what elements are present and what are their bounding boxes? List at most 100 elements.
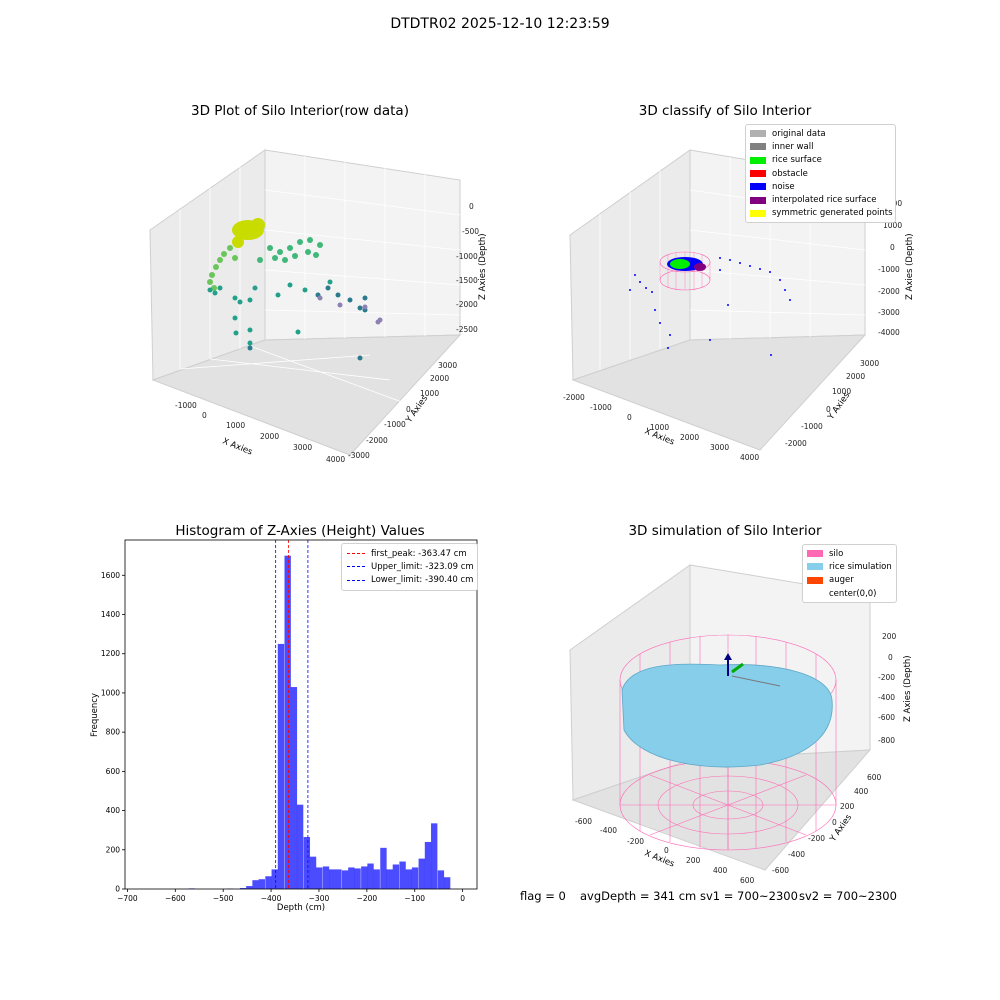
- histogram-y-tick-label: 1000: [101, 688, 120, 697]
- classify-legend: original data inner wall rice surface ob…: [745, 124, 896, 224]
- simulation-x-tick: -600: [575, 817, 592, 826]
- raw-z-tick: -2500: [456, 325, 478, 334]
- raw-y-tick: 0: [406, 405, 411, 414]
- histogram-bar: [399, 861, 406, 889]
- histogram-y-tick-label: 1400: [101, 610, 120, 619]
- histogram-title: Histogram of Z-Axies (Height) Values: [175, 523, 425, 539]
- classify-x-tick: 2000: [680, 433, 699, 442]
- raw-x-tick: 4000: [326, 455, 345, 464]
- legend-line-swatch: [347, 579, 365, 581]
- legend-swatch: [750, 143, 766, 151]
- classify-point-cloud: [629, 251, 791, 356]
- simulation-x-tick: 200: [686, 856, 701, 865]
- histogram-bar: [380, 847, 387, 889]
- raw-3d-plot: -1000 0 1000 2000 3000 4000 -3000 -2000 …: [149, 149, 488, 464]
- histogram-x-tick-label: −400: [261, 894, 282, 903]
- simulation-x-ticks: -600 -400 -200 0 200 400 600: [575, 817, 755, 885]
- histogram-bar: [329, 869, 336, 889]
- raw-y-tick: -3000: [348, 451, 370, 460]
- simulation-z-tick: 200: [882, 632, 897, 641]
- raw-y-tick: 2000: [430, 374, 449, 383]
- histogram-bar: [354, 868, 361, 889]
- simulation-y-tick: 200: [840, 802, 855, 811]
- simulation-z-tick: -600: [878, 713, 895, 722]
- raw-x-tick: -1000: [175, 401, 197, 410]
- simulation-y-ticks: -600 -400 -200 0 200 400 600: [772, 773, 882, 875]
- histogram-bar: [290, 687, 298, 889]
- classify-z-axis-label: Z Axies (Depth): [905, 233, 915, 300]
- raw-y-ticks: -3000 -2000 -1000 0 1000 2000 3000: [348, 361, 457, 460]
- histogram-y-tick-label: 400: [106, 806, 121, 815]
- legend-swatch: [750, 130, 766, 138]
- simulation-z-ticks: 200 0 -200 -400 -600 -800: [878, 632, 897, 745]
- legend-item-first-peak: first_peak: -363.47 cm: [347, 547, 472, 560]
- histogram-y-tick-label: 0: [115, 885, 120, 894]
- histogram-bar: [392, 864, 400, 889]
- histogram-bar: [258, 879, 265, 889]
- simulation-z-tick: -200: [878, 673, 895, 682]
- histogram-bar: [431, 823, 438, 889]
- histogram-bar: [277, 643, 285, 889]
- classify-y-tick: 2000: [846, 372, 865, 381]
- legend-item-upper-limit: Upper_limit: -323.09 cm: [347, 560, 474, 573]
- classify-z-tick: -2000: [878, 287, 900, 296]
- legend-swatch: [807, 576, 823, 584]
- histogram-y-tick-label: 800: [106, 728, 121, 737]
- classify-z-tick: 1000: [883, 221, 902, 230]
- histogram-x-tick-label: −200: [357, 894, 378, 903]
- classify-z-tick: -3000: [878, 308, 900, 317]
- legend-line-swatch: [347, 553, 365, 555]
- legend-swatch: [750, 156, 766, 164]
- histogram-bar: [424, 841, 432, 889]
- simulation-z-tick: 0: [888, 653, 893, 662]
- histogram-frame: [124, 539, 478, 890]
- raw-z-tick: 0: [469, 202, 474, 211]
- histogram-x-tick-label: −100: [404, 894, 425, 903]
- legend-item-symmetric-points: symmetric generated points: [750, 207, 893, 220]
- simulation-x-tick: 0: [664, 846, 669, 855]
- figure-title: DTDTR02 2025-12-10 12:23:59: [390, 16, 610, 32]
- legend-item-inner-wall: inner wall: [750, 140, 891, 153]
- histogram-bar: [271, 869, 278, 889]
- histogram-x-axis-label: Depth (cm): [277, 903, 325, 913]
- raw-z-tick: -1000: [456, 252, 478, 261]
- raw-x-tick: 1000: [226, 421, 245, 430]
- legend-swatch: [750, 170, 766, 178]
- rice-simulation-surface: [621, 663, 833, 768]
- classify-y-tick: -2000: [785, 439, 807, 448]
- classify-x-tick: 3000: [710, 443, 729, 452]
- classify-x-tick: 1000: [650, 423, 669, 432]
- classify-z-tick: 0: [890, 243, 895, 252]
- classify-z-tick: -4000: [878, 328, 900, 337]
- histogram-reference-lines: [275, 540, 309, 889]
- histogram-bar: [303, 837, 311, 889]
- histogram-bar: [443, 877, 451, 889]
- legend-swatch: [750, 209, 766, 217]
- simulation-x-tick: -200: [627, 837, 644, 846]
- legend-swatch: [750, 196, 766, 204]
- histogram-x-tick-label: −300: [309, 894, 330, 903]
- histogram-bar: [405, 869, 413, 889]
- histogram-bar: [386, 869, 393, 889]
- simulation-z-tick: -800: [878, 736, 895, 745]
- simulation-y-tick: -600: [772, 866, 789, 875]
- raw-plot-title: 3D Plot of Silo Interior(row data): [191, 103, 409, 119]
- histogram-bar: [322, 866, 330, 889]
- legend-item-silo: silo: [807, 547, 892, 560]
- simulation-x-tick: 400: [713, 866, 728, 875]
- simulation-plot-title: 3D simulation of Silo Interior: [628, 523, 822, 539]
- histogram-bar: [239, 888, 247, 889]
- raw-z-ticks: 0 -500 -1000 -1500 -2000 -2500: [456, 202, 479, 334]
- legend-item-rice-surface: rice surface: [750, 154, 891, 167]
- histogram-bar: [252, 880, 259, 889]
- classify-z-tick: -1000: [878, 265, 900, 274]
- histogram-y-tick-label: 1200: [101, 649, 120, 658]
- simulation-y-tick: -400: [788, 850, 805, 859]
- histogram-bars: [188, 555, 451, 889]
- simulation-x-tick: 600: [740, 876, 755, 885]
- simulation-z-tick: -400: [878, 693, 895, 702]
- raw-x-tick: 0: [202, 411, 207, 420]
- histogram-chart: −700 −600 −500 −400 −300 −200 −100 0 0 200 400 600…: [90, 539, 478, 913]
- raw-point-cloud: [207, 218, 383, 361]
- histogram-bar: [335, 869, 342, 889]
